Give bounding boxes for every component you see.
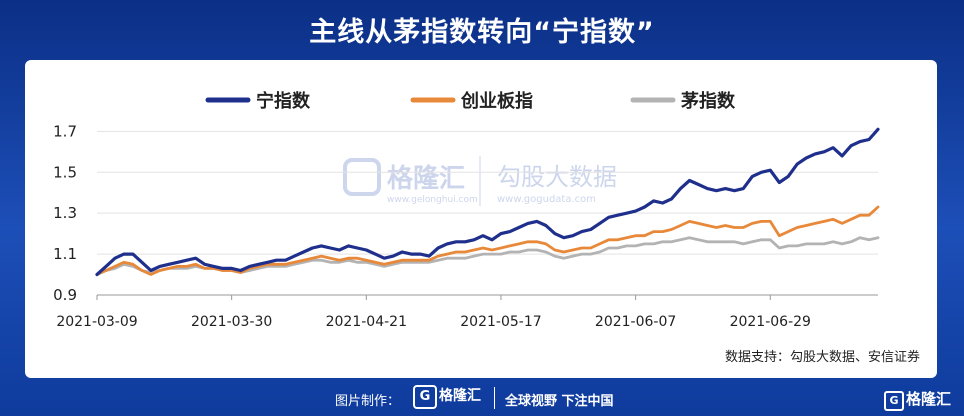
legend-label: 创业板指 (460, 90, 533, 112)
y-tick-label: 1.3 (53, 204, 77, 222)
corner-logo-text: 格隆汇 (906, 390, 952, 408)
y-tick-label: 1.5 (53, 163, 77, 181)
credit-logo: G 格隆汇 (413, 385, 481, 409)
slogan: 全球视野 下注中国 (505, 394, 614, 409)
line-chart: 格隆汇 www.gelonghui.com 勾股大数据 www.gogudata… (53, 90, 920, 365)
chart-panel: 格隆汇 www.gelonghui.com 勾股大数据 www.gogudata… (25, 60, 937, 378)
credit-label: 图片制作： (335, 394, 401, 409)
series-line-1 (95, 205, 880, 276)
page-title: 主线从茅指数转向“宁指数” (309, 17, 655, 48)
source-note: 数据支持：勾股大数据、安信证券 (725, 349, 920, 365)
y-tick-label: 1.7 (53, 122, 77, 140)
watermark-gelonghui: 格隆汇 (387, 163, 465, 194)
x-tick-label: 2021-05-17 (460, 314, 541, 330)
credit-logo-text: 格隆汇 (439, 388, 481, 404)
watermark: 格隆汇 www.gelonghui.com 勾股大数据 www.gogudata… (343, 156, 617, 206)
footer-divider (494, 387, 495, 409)
legend-label: 宁指数 (256, 90, 311, 112)
y-tick-label: 0.9 (53, 286, 77, 304)
x-tick-label: 2021-06-07 (595, 314, 676, 330)
x-tick-label: 2021-06-29 (730, 314, 811, 330)
gelonghui-logo-icon: G (884, 391, 904, 411)
x-tick-label: 2021-03-30 (191, 314, 272, 330)
watermark-gelonghui-url: www.gelonghui.com (387, 195, 478, 205)
corner-logo: G 格隆汇 (884, 388, 951, 411)
gelonghui-logo-icon: G (413, 385, 437, 409)
series-line-0 (95, 127, 880, 277)
y-tick-label: 1.1 (53, 245, 77, 263)
x-tick-label: 2021-03-09 (56, 314, 137, 330)
footer: 图片制作： G 格隆汇 全球视野 下注中国 G 格隆汇 (0, 382, 964, 412)
legend-label: 茅指数 (681, 90, 736, 112)
watermark-gogudata-url: www.gogudata.com (497, 194, 596, 205)
watermark-gogudata: 勾股大数据 (497, 163, 617, 191)
gelonghui-logo-icon (343, 158, 381, 196)
x-tick-label: 2021-04-21 (326, 314, 407, 330)
